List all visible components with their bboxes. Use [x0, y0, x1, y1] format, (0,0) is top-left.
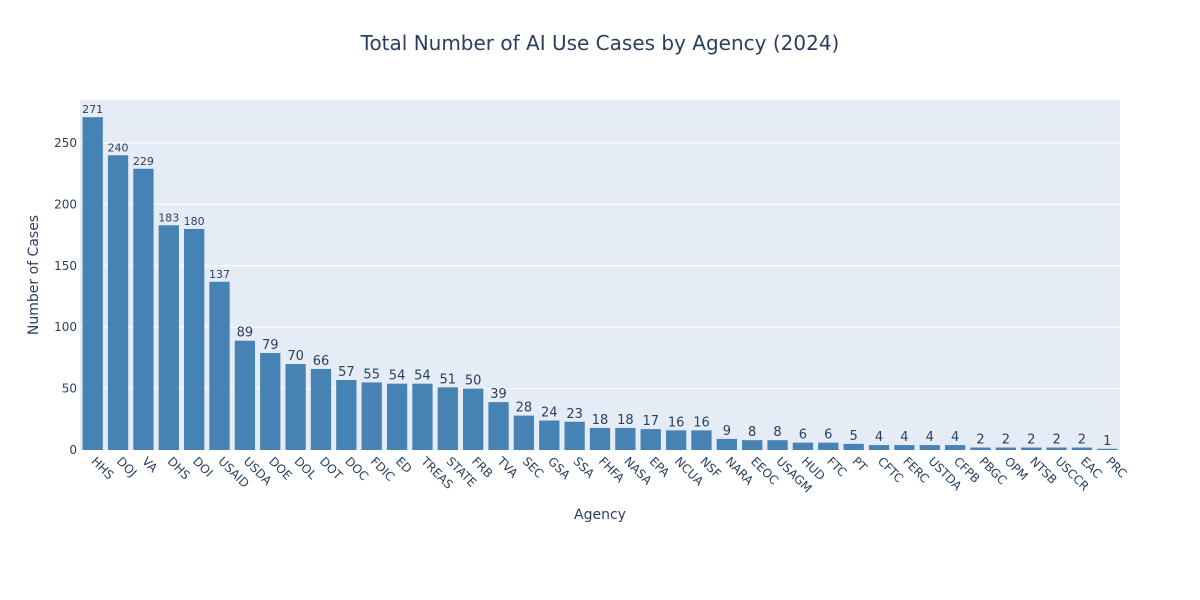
y-tick-label: 150 — [54, 259, 77, 273]
bar-value-label: 70 — [287, 349, 304, 364]
bar-value-label: 4 — [951, 430, 959, 445]
chart-title: Total Number of AI Use Cases by Agency (… — [360, 31, 840, 55]
bar — [386, 383, 408, 450]
bar-value-label: 16 — [693, 415, 710, 430]
bar-value-label: 183 — [158, 211, 179, 224]
bar — [260, 352, 281, 450]
bar — [894, 445, 915, 450]
bar-value-label: 54 — [389, 369, 406, 384]
bar — [412, 383, 433, 450]
bar-value-label: 79 — [262, 338, 279, 353]
bar — [868, 445, 890, 450]
x-axis-title: Agency — [574, 507, 626, 523]
y-tick-label: 0 — [69, 443, 77, 457]
bar-value-label: 23 — [566, 407, 583, 422]
bar — [742, 440, 763, 450]
bar — [691, 430, 712, 450]
y-tick-label: 200 — [54, 197, 77, 211]
bar — [792, 442, 814, 450]
bar — [513, 415, 535, 450]
bar — [564, 421, 585, 450]
bar — [361, 382, 382, 450]
bars — [82, 117, 1118, 451]
bar-value-label: 4 — [900, 430, 908, 445]
bar-value-label: 8 — [773, 425, 781, 440]
bar-value-label: 18 — [617, 413, 634, 428]
bar-value-label: 24 — [541, 406, 558, 421]
bar-value-label: 137 — [209, 268, 230, 281]
bar — [1071, 447, 1093, 450]
bar — [1046, 447, 1067, 450]
bar — [437, 387, 458, 450]
bar — [158, 225, 179, 450]
bar-value-label: 8 — [748, 425, 756, 440]
y-axis-title: Number of Cases — [26, 215, 42, 335]
bar-value-label: 50 — [465, 374, 482, 389]
bar — [1097, 448, 1118, 450]
bar — [82, 117, 103, 450]
y-tick-label: 100 — [54, 320, 77, 334]
bar-value-label: 17 — [642, 414, 659, 429]
bar — [1021, 447, 1042, 450]
bar-value-label: 6 — [799, 428, 807, 443]
bar-value-label: 39 — [490, 387, 507, 402]
bar-value-label: 55 — [363, 367, 380, 382]
bar-value-label: 66 — [313, 354, 330, 369]
bar-value-label: 89 — [237, 326, 254, 341]
bar-value-label: 2 — [1002, 433, 1010, 448]
bar — [107, 155, 129, 450]
bar — [539, 420, 560, 450]
bar — [488, 402, 509, 450]
bar-value-label: 9 — [723, 424, 731, 439]
bar — [463, 388, 484, 450]
bar-value-label: 2 — [1078, 433, 1086, 448]
bar-value-label: 51 — [440, 372, 457, 387]
y-tick-label: 250 — [54, 136, 77, 150]
bar-value-label: 18 — [592, 413, 609, 428]
bar — [209, 281, 230, 450]
bar-value-label: 57 — [338, 365, 355, 380]
bar — [184, 228, 205, 450]
bar — [234, 340, 256, 450]
bar — [615, 427, 636, 450]
bar — [285, 364, 306, 450]
bar — [995, 447, 1016, 450]
bar — [716, 438, 737, 450]
bar-value-label: 4 — [875, 430, 883, 445]
bar — [944, 445, 966, 450]
bar-value-label: 271 — [82, 103, 103, 116]
bar-value-label: 229 — [133, 155, 154, 168]
bar — [133, 168, 154, 451]
bar-value-label: 6 — [824, 428, 832, 443]
bar-value-label: 180 — [184, 215, 205, 228]
bar-value-label: 1 — [1103, 434, 1111, 449]
bar-value-label: 240 — [108, 141, 129, 154]
bar — [919, 445, 940, 450]
bar-value-label: 28 — [516, 401, 533, 416]
bar — [818, 442, 839, 450]
bar-value-label: 5 — [850, 429, 858, 444]
bar — [336, 380, 357, 450]
y-tick-label: 50 — [62, 382, 77, 396]
bar — [310, 368, 332, 450]
bar-value-label: 2 — [1052, 433, 1060, 448]
bar — [767, 440, 788, 450]
y-axis-ticks: 0 50 100 150 200 250 — [54, 136, 77, 457]
bar — [640, 429, 661, 450]
bar-value-label: 54 — [414, 369, 431, 384]
bar-value-label: 16 — [668, 415, 685, 430]
bar — [843, 443, 864, 450]
bar — [970, 447, 991, 450]
bar-value-label: 4 — [926, 430, 934, 445]
bar — [665, 430, 687, 450]
bar — [589, 427, 611, 450]
bar-value-label: 2 — [1027, 433, 1035, 448]
bar-value-label: 2 — [976, 433, 984, 448]
